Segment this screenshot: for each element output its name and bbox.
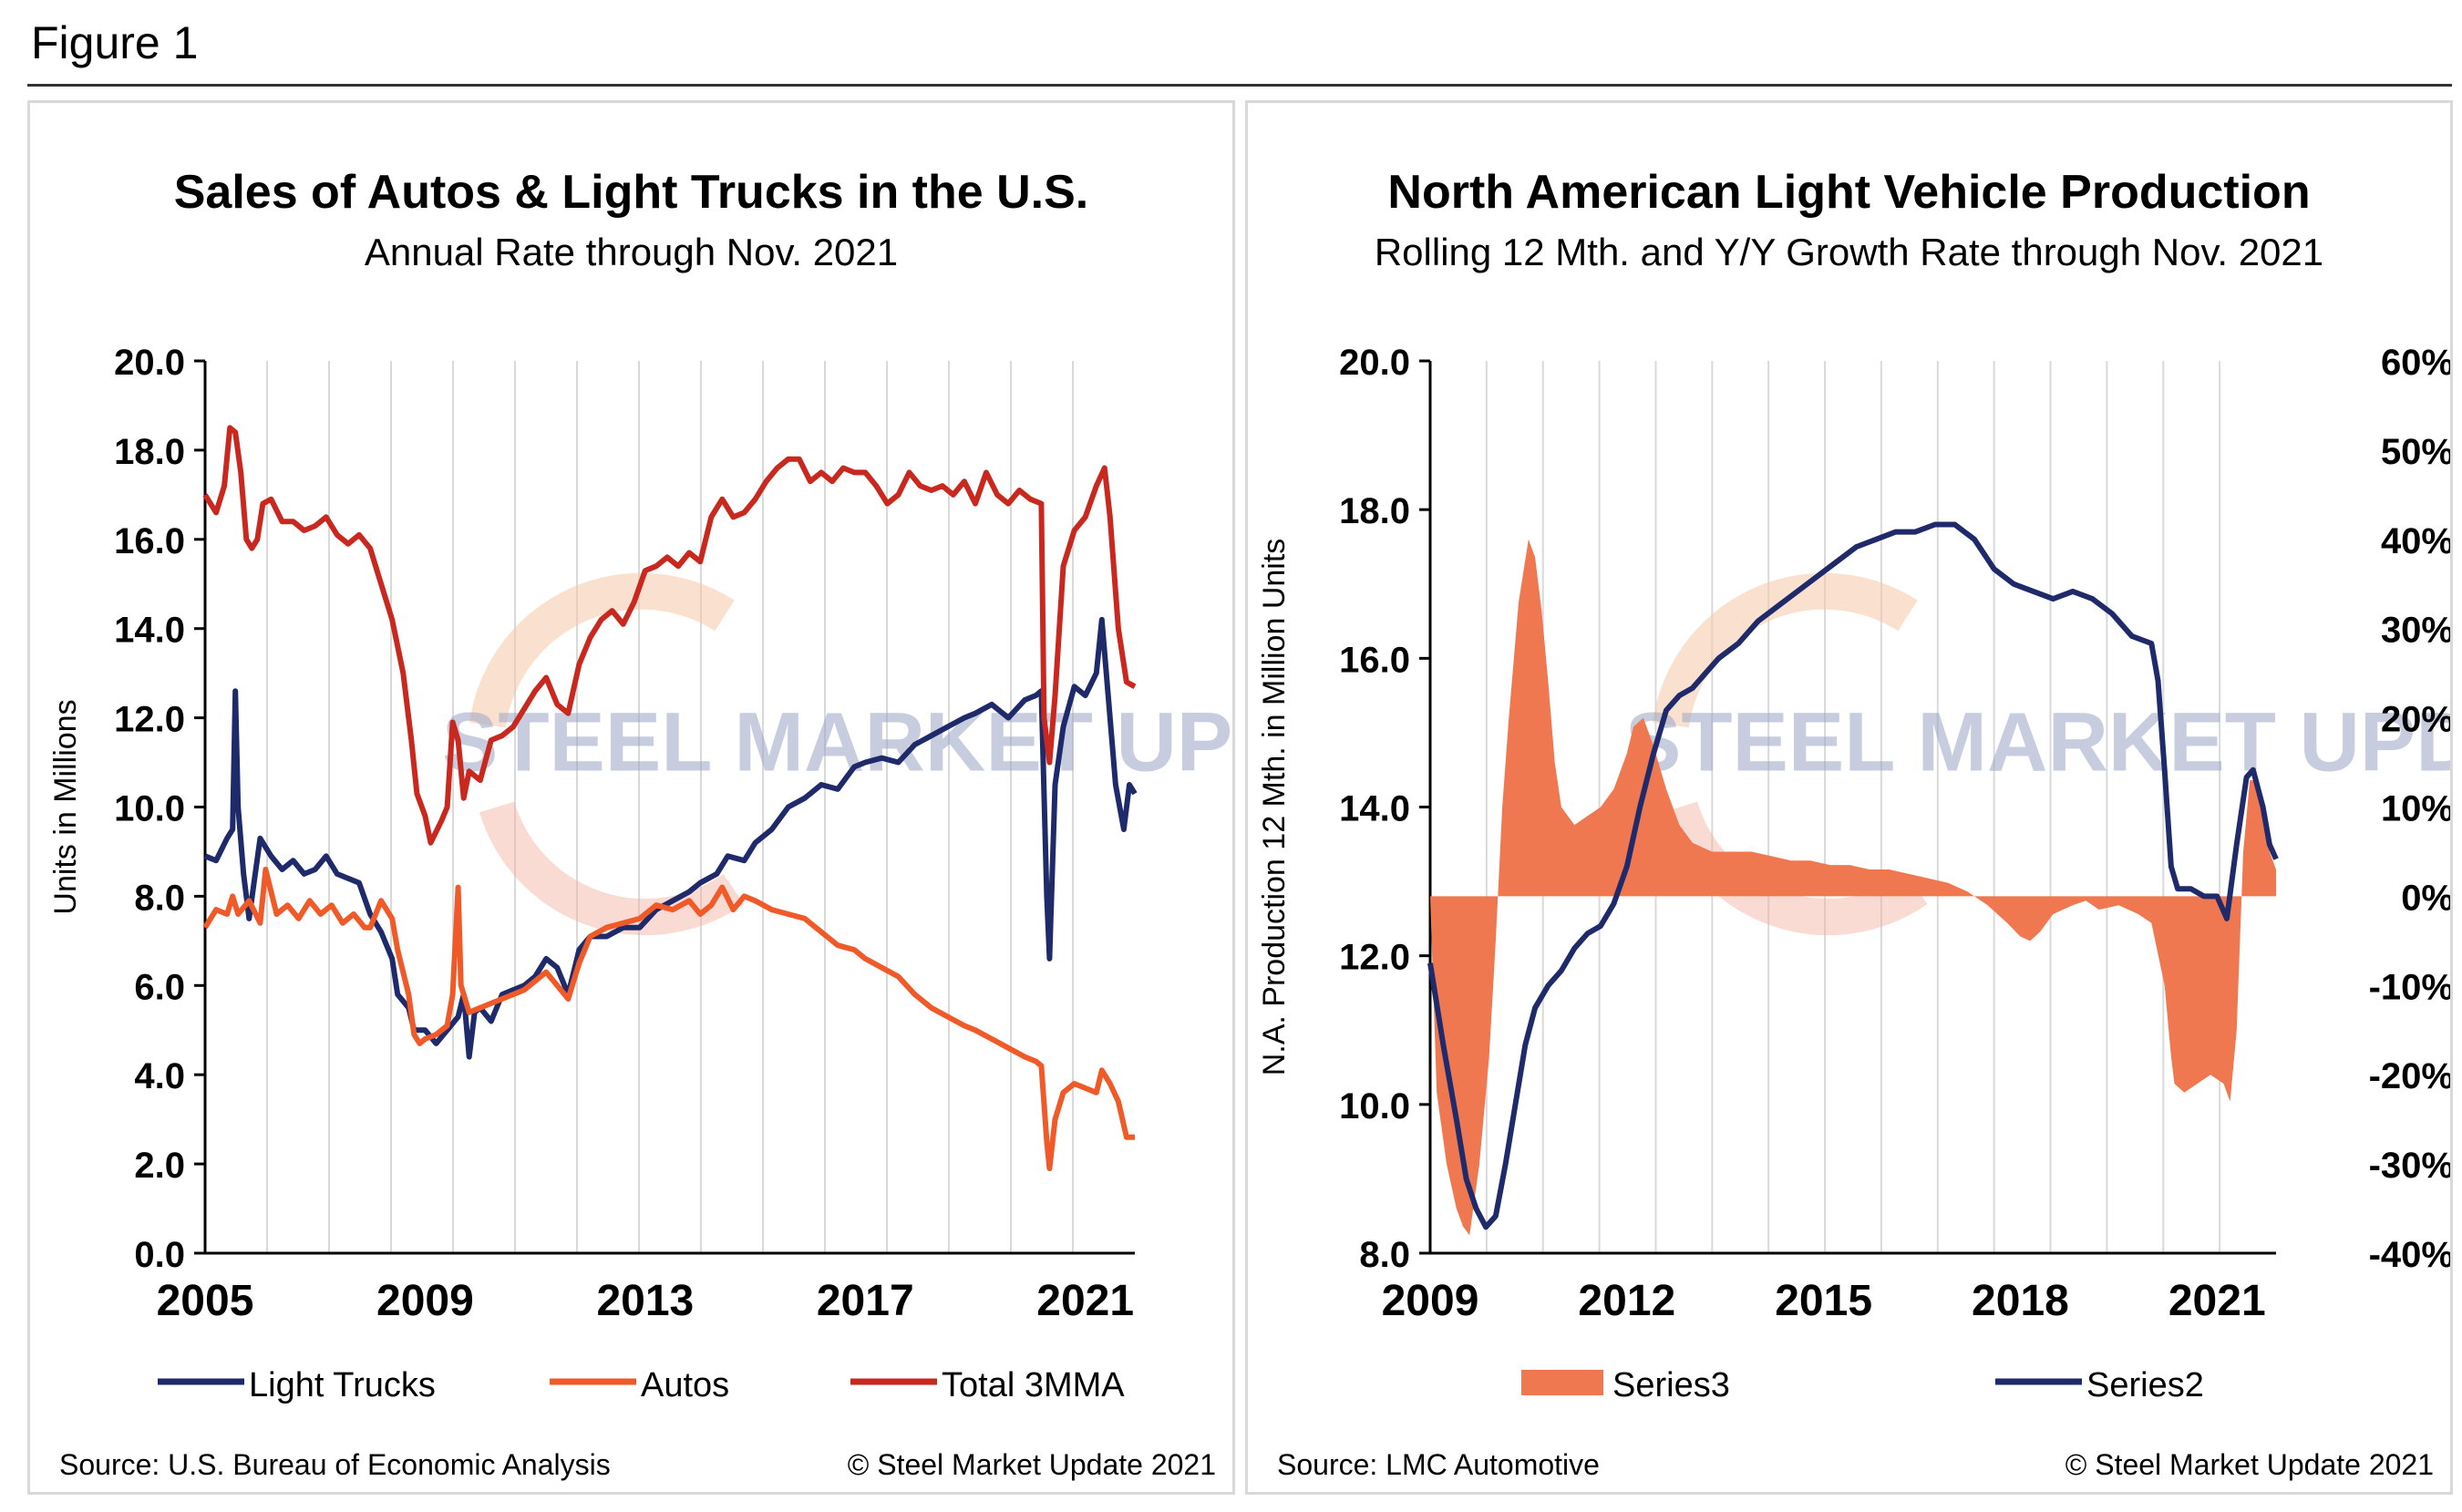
y-tick-label: 18.0 [114,432,185,472]
copyright-note: © Steel Market Update 2021 [2065,1448,2434,1481]
x-tick-label: 2021 [2168,1277,2266,1325]
right-chart-panel: North American Light Vehicle Production R… [1245,100,2453,1495]
y-tick-label: 2.0 [134,1146,185,1186]
y-tick-label: 12.0 [1339,938,1410,978]
y-tick-label: 16.0 [1339,640,1410,680]
y-right-tick-label: 40% [2381,521,2450,561]
x-tick-label: 2015 [1775,1277,1872,1325]
y-tick-label: 8.0 [1359,1235,1410,1275]
y-tick-label: 4.0 [134,1056,185,1096]
y-right-tick-label: -30% [2369,1146,2450,1186]
legend-swatch-series3 [1521,1370,1603,1395]
y-right-tick-label: 30% [2381,611,2450,651]
source-note: Source: LMC Automotive [1277,1448,1600,1481]
x-tick-label: 2005 [157,1277,254,1325]
y-tick-label: 0.0 [134,1235,185,1275]
y-right-tick-label: -20% [2369,1056,2450,1096]
y-tick-label: 10.0 [114,789,185,829]
y-tick-label: 16.0 [114,521,185,561]
source-note: Source: U.S. Bureau of Economic Analysis [59,1448,611,1481]
chart-subtitle: Annual Rate through Nov. 2021 [365,231,898,273]
series-line-series2 [1427,521,2279,1230]
series-area-series3 [1430,539,2276,1236]
x-tick-label: 2009 [1382,1277,1479,1325]
figure-divider [27,84,2452,87]
legend-label-series2: Series2 [2086,1366,2204,1404]
chart-subtitle: Rolling 12 Mth. and Y/Y Growth Rate thro… [1375,231,2323,273]
watermark-text: STEEL MARKET UPDATE [442,696,1232,789]
y-tick-label: 20.0 [114,343,185,383]
x-tick-label: 2012 [1578,1277,1675,1325]
y-tick-label: 18.0 [1339,491,1410,531]
y-tick-label: 6.0 [134,967,185,1007]
y-right-tick-label: 20% [2381,700,2450,740]
y-right-tick-label: 50% [2381,432,2450,472]
y-tick-label: 8.0 [134,878,185,918]
legend-label-series3: Series3 [1612,1366,1730,1404]
series-line-total-3mma [202,425,1137,846]
copyright-note: © Steel Market Update 2021 [848,1448,1216,1481]
series-line-light-trucks [203,616,1138,1060]
x-tick-label: 2017 [817,1277,914,1325]
right-chart-svg: North American Light Vehicle Production R… [1257,166,2450,1481]
y-right-tick-label: 10% [2381,789,2450,829]
left-chart-panel: Sales of Autos & Light Trucks in the U.S… [27,100,1235,1495]
y-axis-label: N.A. Production 12 Mth. in Million Units [1257,539,1292,1076]
legend-label-total-3mma: Total 3MMA [942,1366,1125,1404]
y-tick-label: 10.0 [1339,1086,1410,1126]
y-right-tick-label: 60% [2381,343,2450,383]
watermark-text: STEEL MARKET UPDATE [1625,696,2450,789]
figure-label: Figure 1 [31,17,199,68]
chart-title: North American Light Vehicle Production [1387,166,2310,219]
legend-label-light-trucks: Light Trucks [249,1366,436,1404]
watermark-arc-top [469,572,735,728]
y-tick-label: 14.0 [114,611,185,651]
y-right-tick-label: -10% [2369,967,2450,1007]
left-chart-svg: Sales of Autos & Light Trucks in the U.S… [48,166,1232,1481]
x-tick-label: 2018 [1972,1277,2069,1325]
watermark-arc-bottom [479,801,745,936]
y-right-tick-label: -40% [2369,1235,2450,1275]
x-tick-label: 2021 [1036,1277,1134,1325]
legend-label-autos: Autos [641,1366,729,1404]
y-tick-label: 14.0 [1339,789,1410,829]
y-tick-label: 12.0 [114,700,185,740]
chart-title: Sales of Autos & Light Trucks in the U.S… [174,166,1089,219]
series-line-autos [202,867,1135,1171]
x-tick-label: 2013 [596,1277,694,1325]
watermark-arc-top [1653,572,1918,728]
y-tick-label: 20.0 [1339,343,1410,383]
x-tick-label: 2009 [376,1277,474,1325]
y-right-tick-label: 0% [2401,878,2450,918]
y-axis-label: Units in Millions [48,699,83,914]
